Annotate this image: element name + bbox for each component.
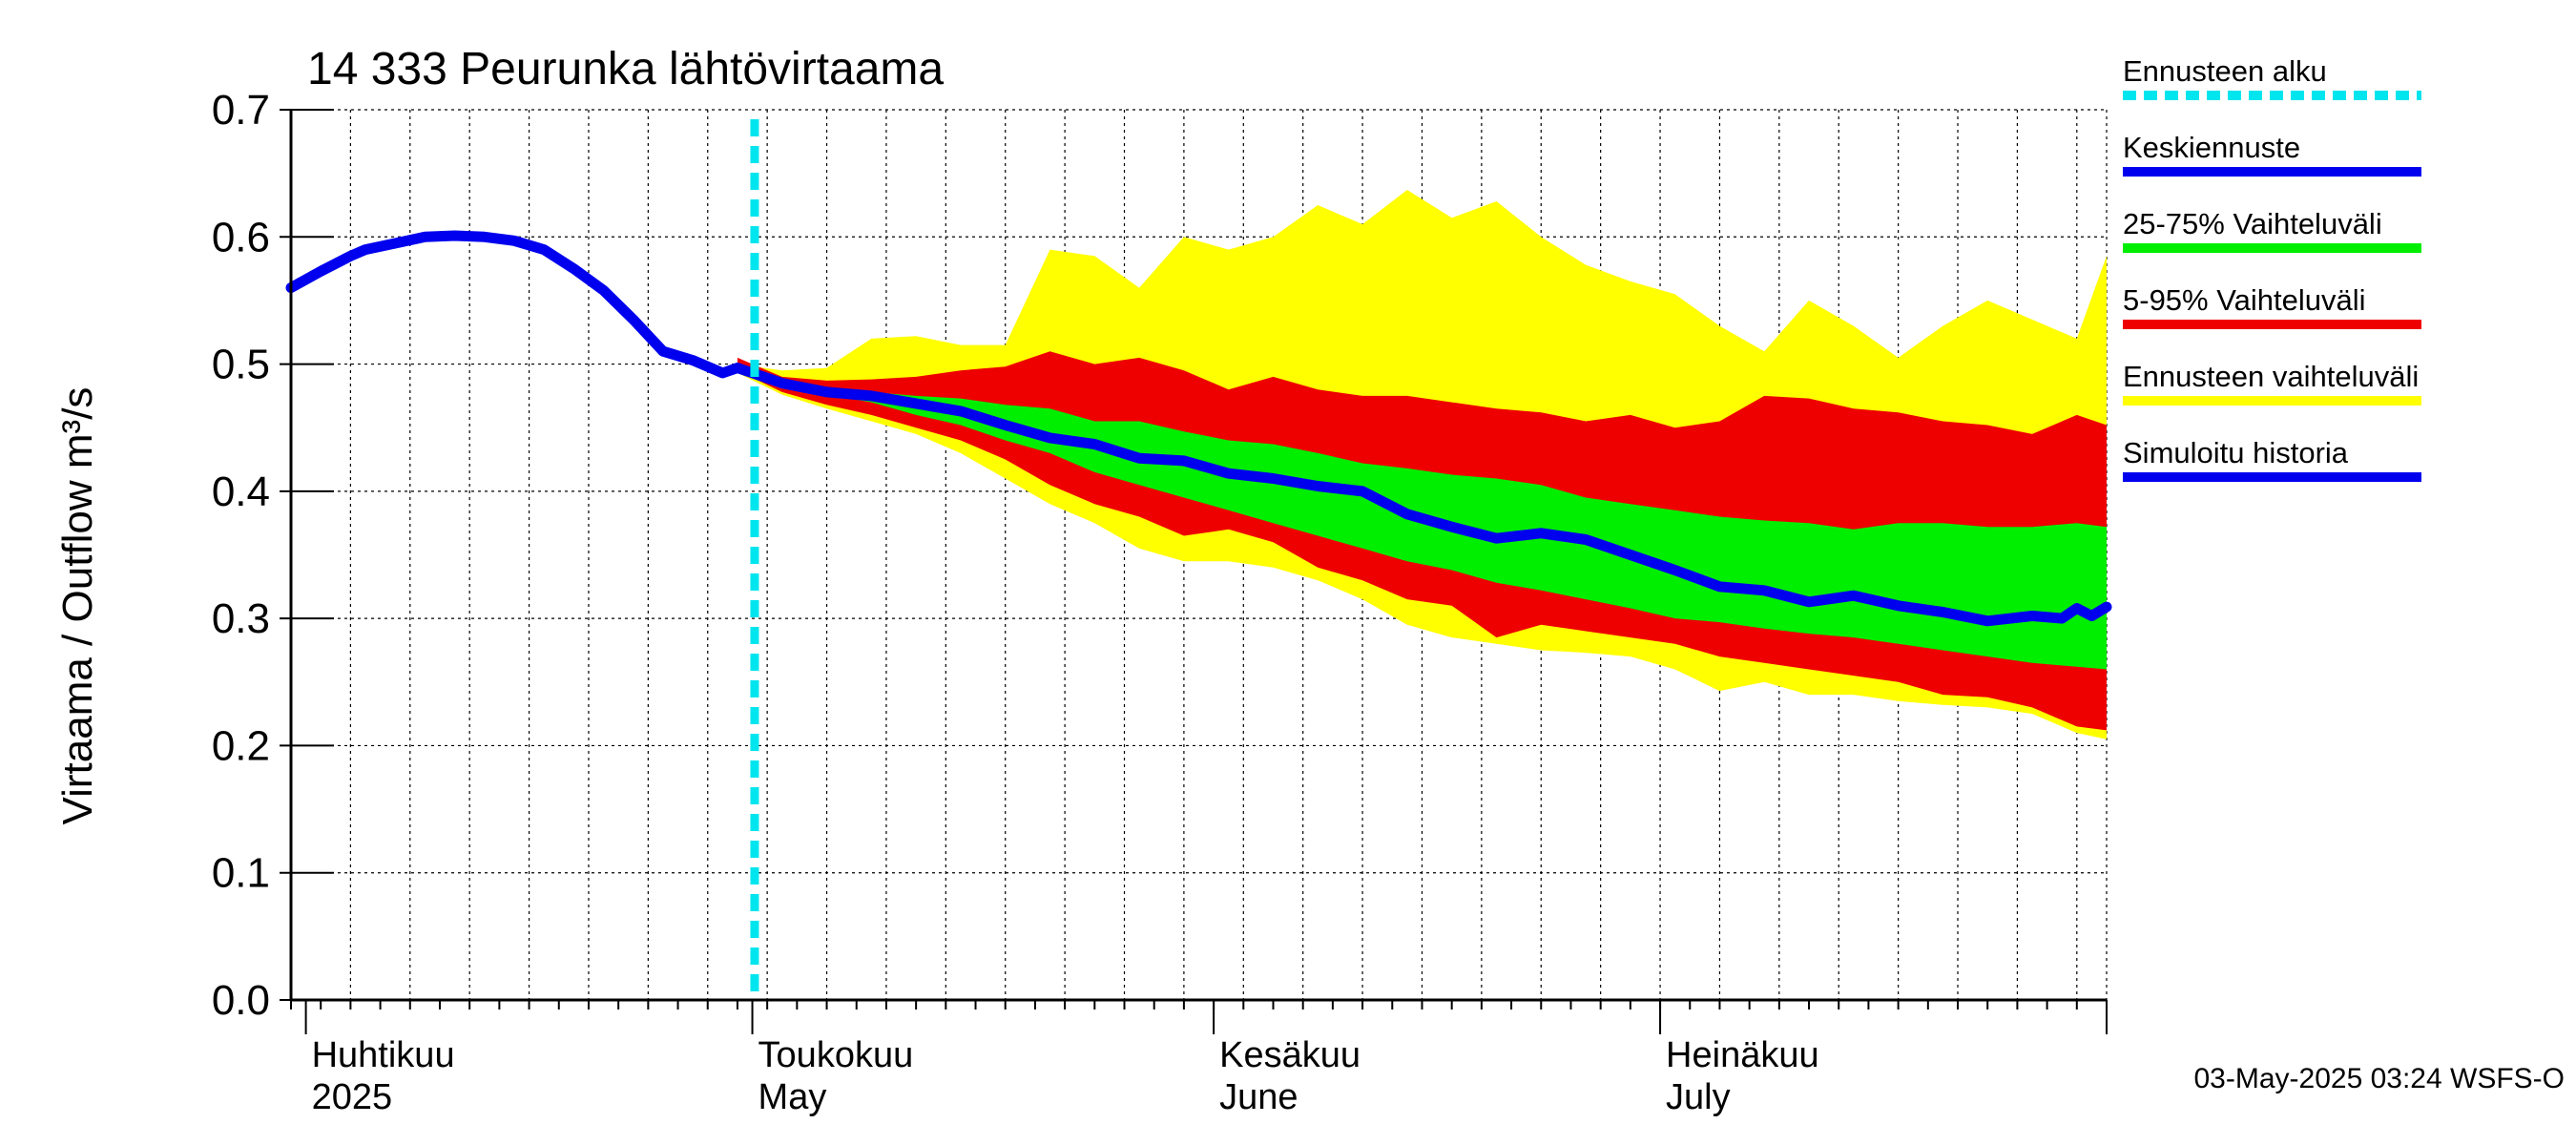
legend-label: 25-75% Vaihteluväli [2123, 207, 2382, 240]
y-tick-label: 0.2 [212, 722, 270, 769]
axes [280, 109, 2108, 1034]
median-forecast-line [732, 363, 2112, 627]
month-label-fi: Kesäkuu [1219, 1035, 1361, 1075]
y-axis-label: Virtaama / Outflow m³/s [54, 387, 101, 825]
y-tick-label: 0.4 [212, 468, 270, 515]
month-label-fi: Heinäkuu [1666, 1035, 1819, 1075]
chart-title: 14 333 Peurunka lähtövirtaama [307, 44, 944, 94]
month-label-fi: Toukokuu [758, 1035, 914, 1075]
month-label-en: July [1666, 1077, 1731, 1117]
legend-label: Ennusteen alku [2123, 54, 2327, 88]
series-lines [285, 119, 2112, 1000]
legend-label: Simuloitu historia [2123, 436, 2349, 469]
y-tick-label: 0.0 [212, 977, 270, 1024]
legend: Ennusteen alku Keskiennuste 25-75% Vaihtel… [2123, 54, 2421, 482]
month-label-en: May [758, 1077, 827, 1117]
month-label-en: June [1219, 1077, 1298, 1117]
simulated-history-line [285, 230, 743, 379]
y-tick-label: 0.6 [212, 214, 270, 260]
legend-label: 5-95% Vaihteluväli [2123, 283, 2365, 317]
y-tick-label: 0.7 [212, 87, 270, 134]
y-tick-label: 0.3 [212, 595, 270, 642]
legend-label: Ennusteen vaihteluväli [2123, 360, 2419, 393]
y-tick-label: 0.1 [212, 850, 270, 897]
footer-timestamp: 03-May-2025 03:24 WSFS-O [2194, 1063, 2566, 1094]
legend-label: Keskiennuste [2123, 131, 2300, 164]
month-label-fi: Huhtikuu [312, 1035, 455, 1075]
month-label-en: 2025 [312, 1077, 393, 1117]
y-tick-label: 0.5 [212, 342, 270, 388]
